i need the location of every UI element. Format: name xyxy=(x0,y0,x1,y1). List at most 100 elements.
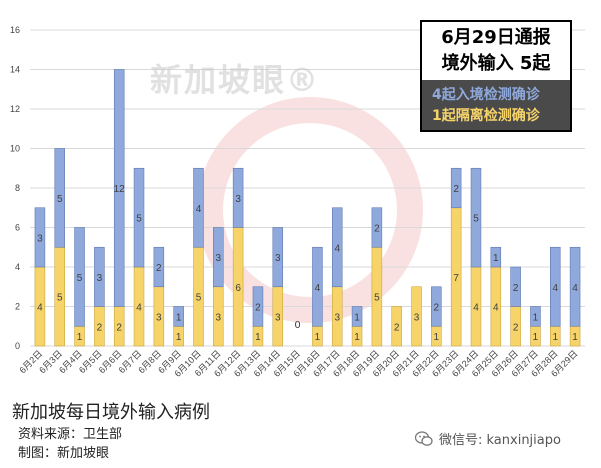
y-tick-label: 2 xyxy=(15,302,20,312)
legend-entry-entry-detection: 4起入境检测确诊 xyxy=(432,87,540,103)
data-label: 1 xyxy=(434,332,440,343)
data-label: 3 xyxy=(216,253,222,264)
data-label: 2 xyxy=(434,303,440,314)
bar-segment-entry xyxy=(153,246,165,288)
bar-segment-entry xyxy=(510,266,521,307)
data-label: 4 xyxy=(493,303,499,314)
data-label: 1 xyxy=(354,332,360,343)
bar-segment-entry xyxy=(34,207,46,268)
y-tick-label: 6 xyxy=(15,223,20,233)
data-label: 1 xyxy=(493,253,499,264)
data-label: 12 xyxy=(114,184,126,195)
data-label: 5 xyxy=(136,214,142,225)
data-label: 4 xyxy=(552,283,558,294)
bar-segment-entry xyxy=(113,69,125,307)
footer-source: 资料来源：卫生部 xyxy=(18,427,123,442)
bar-segment-quarantine xyxy=(411,286,422,347)
bar-segment-entry xyxy=(173,306,184,327)
bar-segment-entry xyxy=(450,167,462,209)
bar-segment-entry xyxy=(371,207,383,248)
data-label: 1 xyxy=(77,332,83,343)
bar-segment-entry xyxy=(431,286,442,327)
data-label: 2 xyxy=(116,322,122,333)
data-label: 1 xyxy=(176,332,182,343)
data-label: 2 xyxy=(255,303,261,314)
data-label: 1 xyxy=(572,332,578,343)
data-label: 2 xyxy=(453,184,459,195)
bar-segment-entry xyxy=(272,227,284,288)
data-label: 2 xyxy=(513,322,519,333)
bar-segment-entry xyxy=(470,167,482,268)
data-label: 6 xyxy=(235,283,241,294)
data-label: 3 xyxy=(37,233,43,244)
bar-segment-entry xyxy=(74,227,85,327)
watermark-circle xyxy=(197,97,423,323)
y-tick-label: 14 xyxy=(10,65,20,75)
data-label: 4 xyxy=(196,204,202,215)
data-label: 2 xyxy=(97,322,103,333)
data-label: 4 xyxy=(37,303,43,314)
data-label: 1 xyxy=(255,332,261,343)
data-label: 3 xyxy=(156,312,162,323)
data-label: 4 xyxy=(473,303,479,314)
y-tick-label: 0 xyxy=(15,341,20,351)
data-label: 5 xyxy=(57,194,63,205)
bar-segment-entry xyxy=(54,148,65,248)
wechat-icon xyxy=(415,430,433,446)
bar-segment-entry xyxy=(351,306,363,327)
data-label: 3 xyxy=(275,253,281,264)
info-title: 6月29日通报 境外输入 5起 xyxy=(422,22,570,80)
info-title-line2: 境外输入 5起 xyxy=(441,53,551,74)
data-label: 2 xyxy=(513,283,519,294)
bars: 4355152321245321154336312330143411522312… xyxy=(34,69,581,347)
data-label-zero: 0 xyxy=(294,320,300,331)
data-label: 5 xyxy=(77,273,83,284)
data-label: 1 xyxy=(354,312,360,323)
y-tick-label: 10 xyxy=(10,144,20,154)
bar-segment-entry xyxy=(252,286,264,327)
data-label: 2 xyxy=(394,322,400,333)
data-label: 4 xyxy=(315,283,321,294)
y-tick-label: 8 xyxy=(15,183,20,193)
bar-segment-entry xyxy=(490,246,502,268)
data-label: 5 xyxy=(473,214,479,225)
bar-segment-entry xyxy=(312,246,323,327)
bar-segment-entry xyxy=(331,207,343,288)
info-title-line1: 6月29日通报 xyxy=(441,27,551,48)
data-label: 3 xyxy=(334,312,340,323)
data-label: 1 xyxy=(552,332,558,343)
data-label: 3 xyxy=(216,312,222,323)
legend-entry-quarantine-detection: 1起隔离检测确诊 xyxy=(432,108,540,124)
footer-made-by: 制图：新加坡眼 xyxy=(18,446,110,461)
wechat-id: 微信号: kanxinjiapo xyxy=(415,429,561,448)
data-label: 3 xyxy=(275,312,281,323)
y-tick-label: 16 xyxy=(10,25,20,35)
data-label: 5 xyxy=(374,293,380,304)
data-label: 4 xyxy=(136,303,142,314)
data-label: 4 xyxy=(334,243,340,254)
bar-segment-entry xyxy=(550,246,561,327)
footer-title: 新加坡每日境外输入病例 xyxy=(12,402,210,423)
data-label: 2 xyxy=(374,224,380,235)
data-label: 7 xyxy=(453,273,459,284)
data-label: 3 xyxy=(414,312,420,323)
bar-segment-entry xyxy=(94,246,105,307)
data-label: 1 xyxy=(533,332,539,343)
data-label: 2 xyxy=(156,263,162,274)
bar-segment-quarantine xyxy=(391,306,402,347)
data-label: 3 xyxy=(97,273,103,284)
y-tick-label: 4 xyxy=(15,262,20,272)
data-label: 1 xyxy=(176,312,182,323)
data-label: 5 xyxy=(57,293,63,304)
wechat-label: 微信号: kanxinjiapo xyxy=(439,433,561,448)
data-label: 4 xyxy=(572,283,578,294)
bar-segment-entry xyxy=(569,246,581,327)
data-label: 5 xyxy=(196,293,202,304)
bar-segment-entry xyxy=(133,167,145,268)
bar-segment-entry xyxy=(193,167,204,248)
bar-segment-entry xyxy=(213,227,224,288)
y-tick-label: 12 xyxy=(10,104,20,114)
info-legend: 4起入境检测确诊 1起隔离检测确诊 xyxy=(422,80,570,130)
data-label: 3 xyxy=(235,194,241,205)
